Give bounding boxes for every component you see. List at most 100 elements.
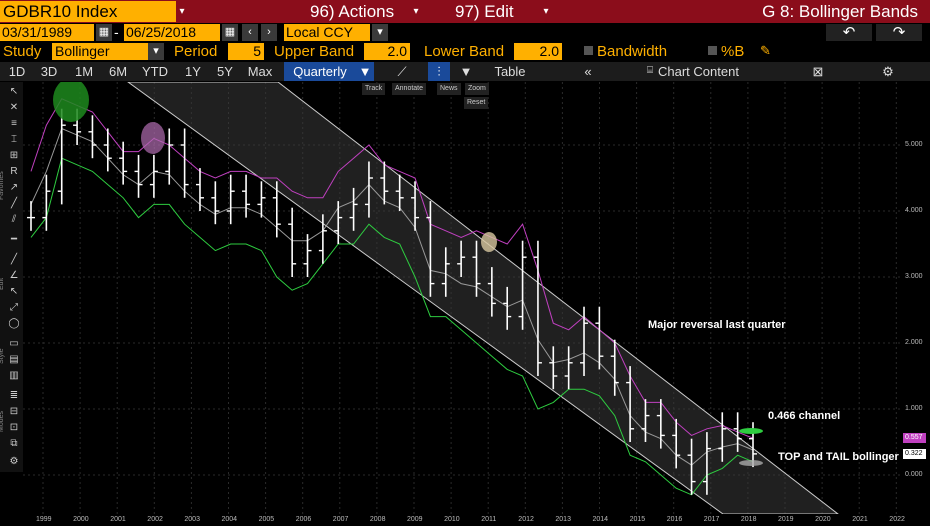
- middle-band-line: [30, 127, 754, 466]
- y-tick: 0.000: [905, 471, 923, 478]
- bandwidth-checkbox[interactable]: [584, 46, 593, 55]
- reset-button[interactable]: Reset: [464, 97, 489, 109]
- upper-band-price-tag: 0.557: [903, 433, 926, 443]
- chart-type-dropdown-icon[interactable]: ▼: [459, 64, 473, 79]
- x-tick: 2014: [592, 516, 609, 523]
- x-tick: 2017: [703, 516, 720, 523]
- pctb-checkbox[interactable]: [708, 46, 717, 55]
- y-tick: 1.000: [905, 405, 923, 412]
- angle-tool-icon[interactable]: ∠: [9, 270, 19, 281]
- redo-icon[interactable]: ↷: [876, 24, 922, 41]
- measure-icon[interactable]: ⌶: [11, 134, 17, 145]
- line-tool-icon[interactable]: ╱: [10, 198, 18, 209]
- zoom-button[interactable]: Zoom: [465, 83, 489, 95]
- x-tick: 2021: [852, 516, 868, 523]
- chart-content-button[interactable]: Chart Content: [658, 64, 739, 79]
- date-separator: -: [114, 24, 119, 40]
- upper-band-input[interactable]: 2.0: [364, 43, 410, 60]
- mode-icon[interactable]: ⊟: [9, 406, 19, 417]
- period-input[interactable]: 5: [228, 43, 264, 60]
- forward-arrow-icon[interactable]: ›: [261, 24, 277, 41]
- x-tick: 2016: [666, 516, 683, 523]
- line-chart-icon[interactable]: ⟋: [397, 64, 407, 79]
- trend-tool-icon[interactable]: ╱: [10, 254, 18, 265]
- bollinger-annotation: TOP and TAIL bollinger: [778, 451, 899, 463]
- study-select[interactable]: Bollinger: [52, 43, 148, 60]
- bar-chart-icon[interactable]: ⫶: [428, 62, 450, 81]
- range-6m[interactable]: 6M: [108, 64, 128, 79]
- hline-tool-icon[interactable]: ━: [10, 234, 18, 245]
- range-1m[interactable]: 1M: [74, 64, 94, 79]
- edit-dropdown-icon[interactable]: ▾: [540, 1, 552, 22]
- text-icon[interactable]: R: [10, 166, 18, 177]
- range-ytd[interactable]: YTD: [142, 64, 168, 79]
- lower-band-line: [30, 157, 754, 496]
- pointer-icon[interactable]: ↖: [9, 86, 19, 97]
- frequency-select[interactable]: Quarterly: [284, 62, 356, 81]
- edit-menu[interactable]: 97) Edit: [455, 2, 514, 21]
- highlight-2018-tail: [739, 460, 763, 466]
- crosshair-icon[interactable]: ✕: [9, 102, 19, 113]
- table-button[interactable]: Table: [494, 64, 526, 79]
- upper-band-label: Upper Band: [274, 43, 355, 60]
- frequency-dropdown-icon[interactable]: ▼: [356, 62, 374, 81]
- layers-icon[interactable]: ⧉: [10, 438, 18, 449]
- x-tick: 2018: [740, 516, 757, 523]
- back-arrow-icon[interactable]: ‹: [242, 24, 258, 41]
- chart-content-icon[interactable]: ⌸: [647, 65, 653, 76]
- thickness-icon[interactable]: ≣: [9, 390, 19, 401]
- actions-menu[interactable]: 96) Actions: [310, 2, 395, 21]
- ticker-dropdown-icon[interactable]: ▾: [176, 1, 188, 22]
- study-dropdown-icon[interactable]: ▾: [148, 43, 164, 60]
- track-button[interactable]: Track: [362, 83, 386, 95]
- modes-settings-icon[interactable]: ⚙: [9, 456, 19, 467]
- collapse-icon[interactable]: «: [584, 64, 592, 79]
- currency-dropdown-icon[interactable]: ▾: [372, 24, 388, 41]
- bandwidth-label: Bandwidth: [597, 43, 668, 60]
- pencil-icon[interactable]: ✎: [760, 43, 771, 58]
- modes-side-label: Modes: [0, 410, 5, 432]
- x-tick: 2020: [815, 516, 831, 523]
- y-tick: 2.000: [905, 339, 923, 346]
- pattern-icon[interactable]: ⊞: [9, 150, 19, 161]
- range-1y[interactable]: 1Y: [185, 64, 201, 79]
- palette-icon[interactable]: ▤: [9, 354, 19, 365]
- end-calendar-icon[interactable]: ▦: [222, 24, 238, 41]
- y-tick: 5.000: [905, 141, 923, 148]
- ellipse-icon[interactable]: ◯: [8, 318, 20, 329]
- lower-band-input[interactable]: 2.0: [514, 43, 562, 60]
- fib-icon[interactable]: ≡: [11, 118, 17, 129]
- x-tick: 1999: [36, 516, 52, 523]
- channel-annotation: 0.466 channel: [768, 410, 841, 422]
- range-5y[interactable]: 5Y: [217, 64, 233, 79]
- x-tick: 2019: [778, 516, 794, 523]
- bollinger-chart[interactable]: [23, 82, 930, 514]
- start-date-field[interactable]: 03/31/1989: [0, 24, 94, 41]
- range-max[interactable]: Max: [247, 64, 273, 79]
- x-tick: 2002: [147, 516, 163, 523]
- end-date-field[interactable]: 06/25/2018: [124, 24, 220, 41]
- x-tick: 2004: [221, 516, 238, 523]
- annotate-button[interactable]: Annotate: [392, 83, 427, 95]
- news-button[interactable]: News: [437, 83, 461, 95]
- x-tick: 2001: [110, 516, 126, 523]
- range-1d[interactable]: 1D: [8, 64, 26, 79]
- channel-tool-icon[interactable]: ⫽: [11, 214, 17, 225]
- rect-icon[interactable]: ▭: [9, 338, 19, 349]
- title-bar: [0, 0, 930, 23]
- settings-gear-icon[interactable]: ⚙: [882, 64, 894, 79]
- edit-chart-icon[interactable]: ⊠: [812, 64, 824, 79]
- range-3d[interactable]: 3D: [40, 64, 58, 79]
- color-icon[interactable]: ▥: [9, 370, 19, 381]
- ticker-field[interactable]: GDBR10 Index: [0, 1, 176, 22]
- arrow-tool-icon[interactable]: ↗: [9, 182, 19, 193]
- graph-title: G 8: Bollinger Bands: [762, 2, 918, 21]
- start-calendar-icon[interactable]: ▦: [96, 24, 112, 41]
- snap-icon[interactable]: ⊡: [9, 422, 19, 433]
- undo-icon[interactable]: ↶: [826, 24, 872, 41]
- pointer2-icon[interactable]: ↖: [9, 286, 19, 297]
- actions-dropdown-icon[interactable]: ▾: [410, 1, 422, 22]
- x-tick: 2022: [889, 516, 905, 523]
- currency-field[interactable]: Local CCY: [284, 24, 370, 41]
- resize-icon[interactable]: ⤢: [10, 302, 18, 313]
